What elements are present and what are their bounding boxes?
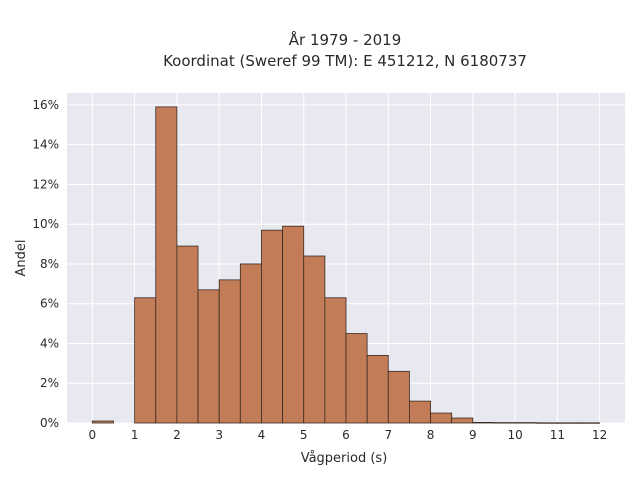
histogram-bar <box>451 417 474 424</box>
x-tick-label: 12 <box>592 428 607 442</box>
y-tick-label: 12% <box>32 177 59 191</box>
histogram-bar <box>493 422 516 424</box>
histogram-bar <box>535 422 558 424</box>
y-tick-label: 14% <box>32 138 59 152</box>
x-axis-ticks: 0 1 2 3 4 5 6 7 8 9 10 11 12 <box>89 428 608 442</box>
x-tick-label: 10 <box>507 428 522 442</box>
chart-title: År 1979 - 2019 <box>289 30 402 49</box>
y-tick-label: 4% <box>40 336 59 350</box>
histogram-bar <box>155 106 178 424</box>
y-tick-label: 8% <box>40 257 59 271</box>
x-axis-label: Vågperiod (s) <box>301 451 388 466</box>
x-tick-label: 6 <box>342 428 350 442</box>
histogram-bar <box>578 422 601 424</box>
x-tick-label: 0 <box>89 428 97 442</box>
histogram-bar <box>176 245 199 424</box>
x-tick-label: 11 <box>550 428 565 442</box>
y-tick-label: 16% <box>32 98 59 112</box>
histogram-bar <box>303 255 326 424</box>
histogram-bar <box>91 420 114 424</box>
histogram-bar <box>430 412 453 424</box>
x-tick-label: 2 <box>173 428 181 442</box>
histogram-bars <box>91 106 601 424</box>
y-tick-label: 6% <box>40 297 59 311</box>
y-tick-label: 10% <box>32 217 59 231</box>
histogram-bar <box>134 297 157 424</box>
histogram-bar <box>556 422 579 424</box>
histogram-bar <box>282 225 305 424</box>
x-tick-label: 5 <box>300 428 308 442</box>
x-tick-label: 9 <box>469 428 477 442</box>
x-tick-label: 7 <box>384 428 392 442</box>
x-tick-label: 3 <box>215 428 223 442</box>
histogram-bar <box>409 400 431 424</box>
histogram-bar <box>197 289 220 424</box>
histogram-bar <box>472 422 495 424</box>
x-tick-label: 1 <box>131 428 139 442</box>
histogram-bar <box>324 297 347 424</box>
histogram-bar <box>514 422 537 424</box>
y-axis-label: Andel <box>14 240 29 277</box>
histogram-bar <box>345 333 368 424</box>
x-tick-label: 4 <box>258 428 266 442</box>
y-tick-label: 2% <box>40 376 59 390</box>
y-axis-ticks: 0% 2% 4% 6% 8% 10% 12% 14% 16% <box>32 98 59 430</box>
histogram-bar <box>387 370 410 424</box>
histogram-bar <box>239 263 262 424</box>
x-tick-label: 8 <box>427 428 435 442</box>
histogram-bar <box>261 229 283 424</box>
chart-subtitle: Koordinat (Sweref 99 TM): E 451212, N 61… <box>163 52 527 70</box>
histogram-bar <box>218 279 241 424</box>
histogram-bar <box>366 355 389 424</box>
y-tick-label: 0% <box>40 416 59 430</box>
